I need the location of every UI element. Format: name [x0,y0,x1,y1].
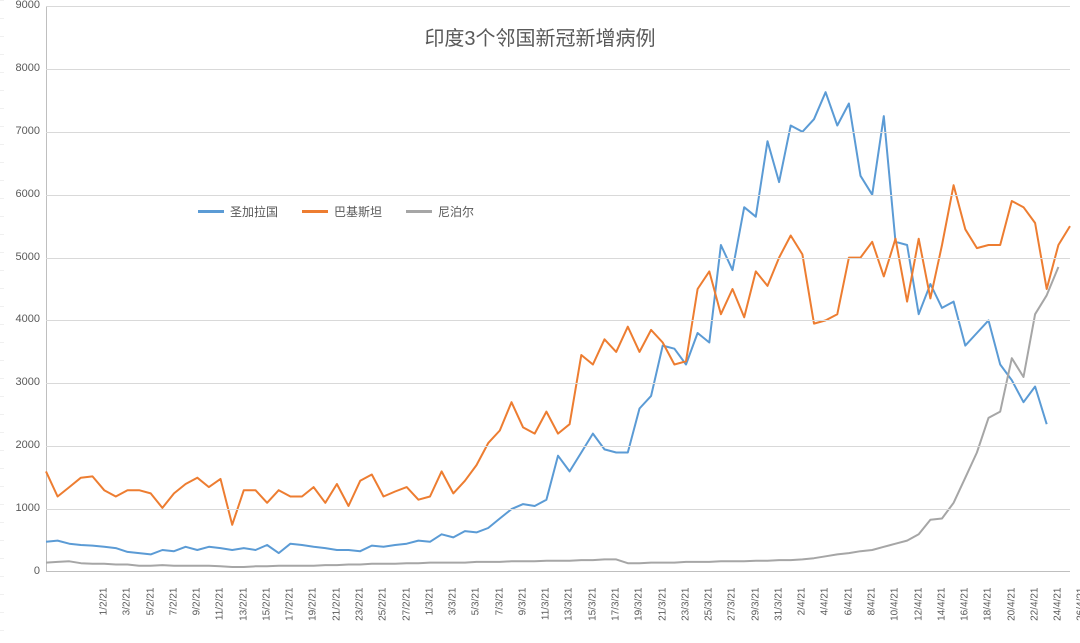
x-axis-label: 27/2/21 [401,588,412,643]
x-axis-label: 7/2/21 [168,588,179,643]
x-axis-label: 3/3/21 [448,588,459,643]
gridline [46,195,1070,196]
legend-label: 圣加拉国 [230,203,278,220]
x-axis-label: 7/3/21 [494,588,505,643]
x-axis-label: 24/4/21 [1053,588,1064,643]
gridline [46,320,1070,321]
gridline [46,383,1070,384]
y-axis-label: 9000 [0,0,40,11]
x-axis-label: 17/3/21 [611,588,622,643]
x-axis-label: 19/2/21 [308,588,319,643]
y-axis-label: 5000 [0,251,40,263]
y-axis-label: 4000 [0,313,40,325]
gridline [46,258,1070,259]
x-axis-label: 9/2/21 [192,588,203,643]
y-axis-label: 0 [0,565,40,577]
x-axis-label: 18/4/21 [983,588,994,643]
legend-swatch [406,210,432,213]
line-series-layer [0,0,1080,643]
x-axis-label: 16/4/21 [960,588,971,643]
x-axis-label: 22/4/21 [1029,588,1040,643]
x-axis-label: 19/3/21 [634,588,645,643]
series-line [46,267,1058,567]
x-axis-label: 13/2/21 [238,588,249,643]
x-axis-label: 21/2/21 [331,588,342,643]
x-axis-label: 20/4/21 [1006,588,1017,643]
x-axis-label: 17/2/21 [285,588,296,643]
legend-swatch [302,210,328,213]
x-axis-label: 21/3/21 [657,588,668,643]
x-axis-label: 14/4/21 [936,588,947,643]
y-axis-label: 6000 [0,188,40,200]
x-axis-label: 15/2/21 [261,588,272,643]
y-axis-label: 2000 [0,439,40,451]
series-line [46,185,1070,525]
gridline [46,446,1070,447]
gridline [46,509,1070,510]
x-axis-label: 13/3/21 [564,588,575,643]
gridline [46,6,1070,7]
chart-container: 印度3个邻国新冠新增病例 圣加拉国巴基斯坦尼泊尔 010002000300040… [0,0,1080,643]
legend: 圣加拉国 巴基斯坦 尼泊尔 [198,203,492,220]
x-axis-label: 26/4/21 [1076,588,1080,643]
x-axis-label: 8/4/21 [867,588,878,643]
legend-label: 巴基斯坦 [334,203,382,220]
x-axis-label: 11/3/21 [541,588,552,643]
x-axis-label: 23/2/21 [355,588,366,643]
x-axis-label: 11/2/21 [215,588,226,643]
x-axis-label: 29/3/21 [750,588,761,643]
x-axis-label: 5/2/21 [145,588,156,643]
gridline [46,69,1070,70]
x-axis-label: 23/3/21 [680,588,691,643]
y-axis-label: 8000 [0,62,40,74]
x-axis-label: 27/3/21 [727,588,738,643]
x-axis-label: 5/3/21 [471,588,482,643]
y-axis-label: 3000 [0,376,40,388]
legend-label: 尼泊尔 [438,203,474,220]
x-axis-label: 12/4/21 [913,588,924,643]
y-axis-label: 7000 [0,125,40,137]
x-axis-label: 9/3/21 [517,588,528,643]
legend-swatch [198,210,224,213]
series-line [46,92,1047,554]
x-axis-label: 10/4/21 [890,588,901,643]
x-axis-label: 2/4/21 [797,588,808,643]
x-axis-label: 1/3/21 [424,588,435,643]
x-axis-label: 25/2/21 [378,588,389,643]
x-axis-label: 25/3/21 [704,588,715,643]
x-axis-label: 4/4/21 [820,588,831,643]
x-axis-label: 3/2/21 [122,588,133,643]
x-axis-label: 15/3/21 [587,588,598,643]
x-axis-label: 6/4/21 [843,588,854,643]
x-axis-label: 31/3/21 [773,588,784,643]
y-axis-label: 1000 [0,502,40,514]
x-axis-label: 1/2/21 [99,588,110,643]
gridline [46,132,1070,133]
